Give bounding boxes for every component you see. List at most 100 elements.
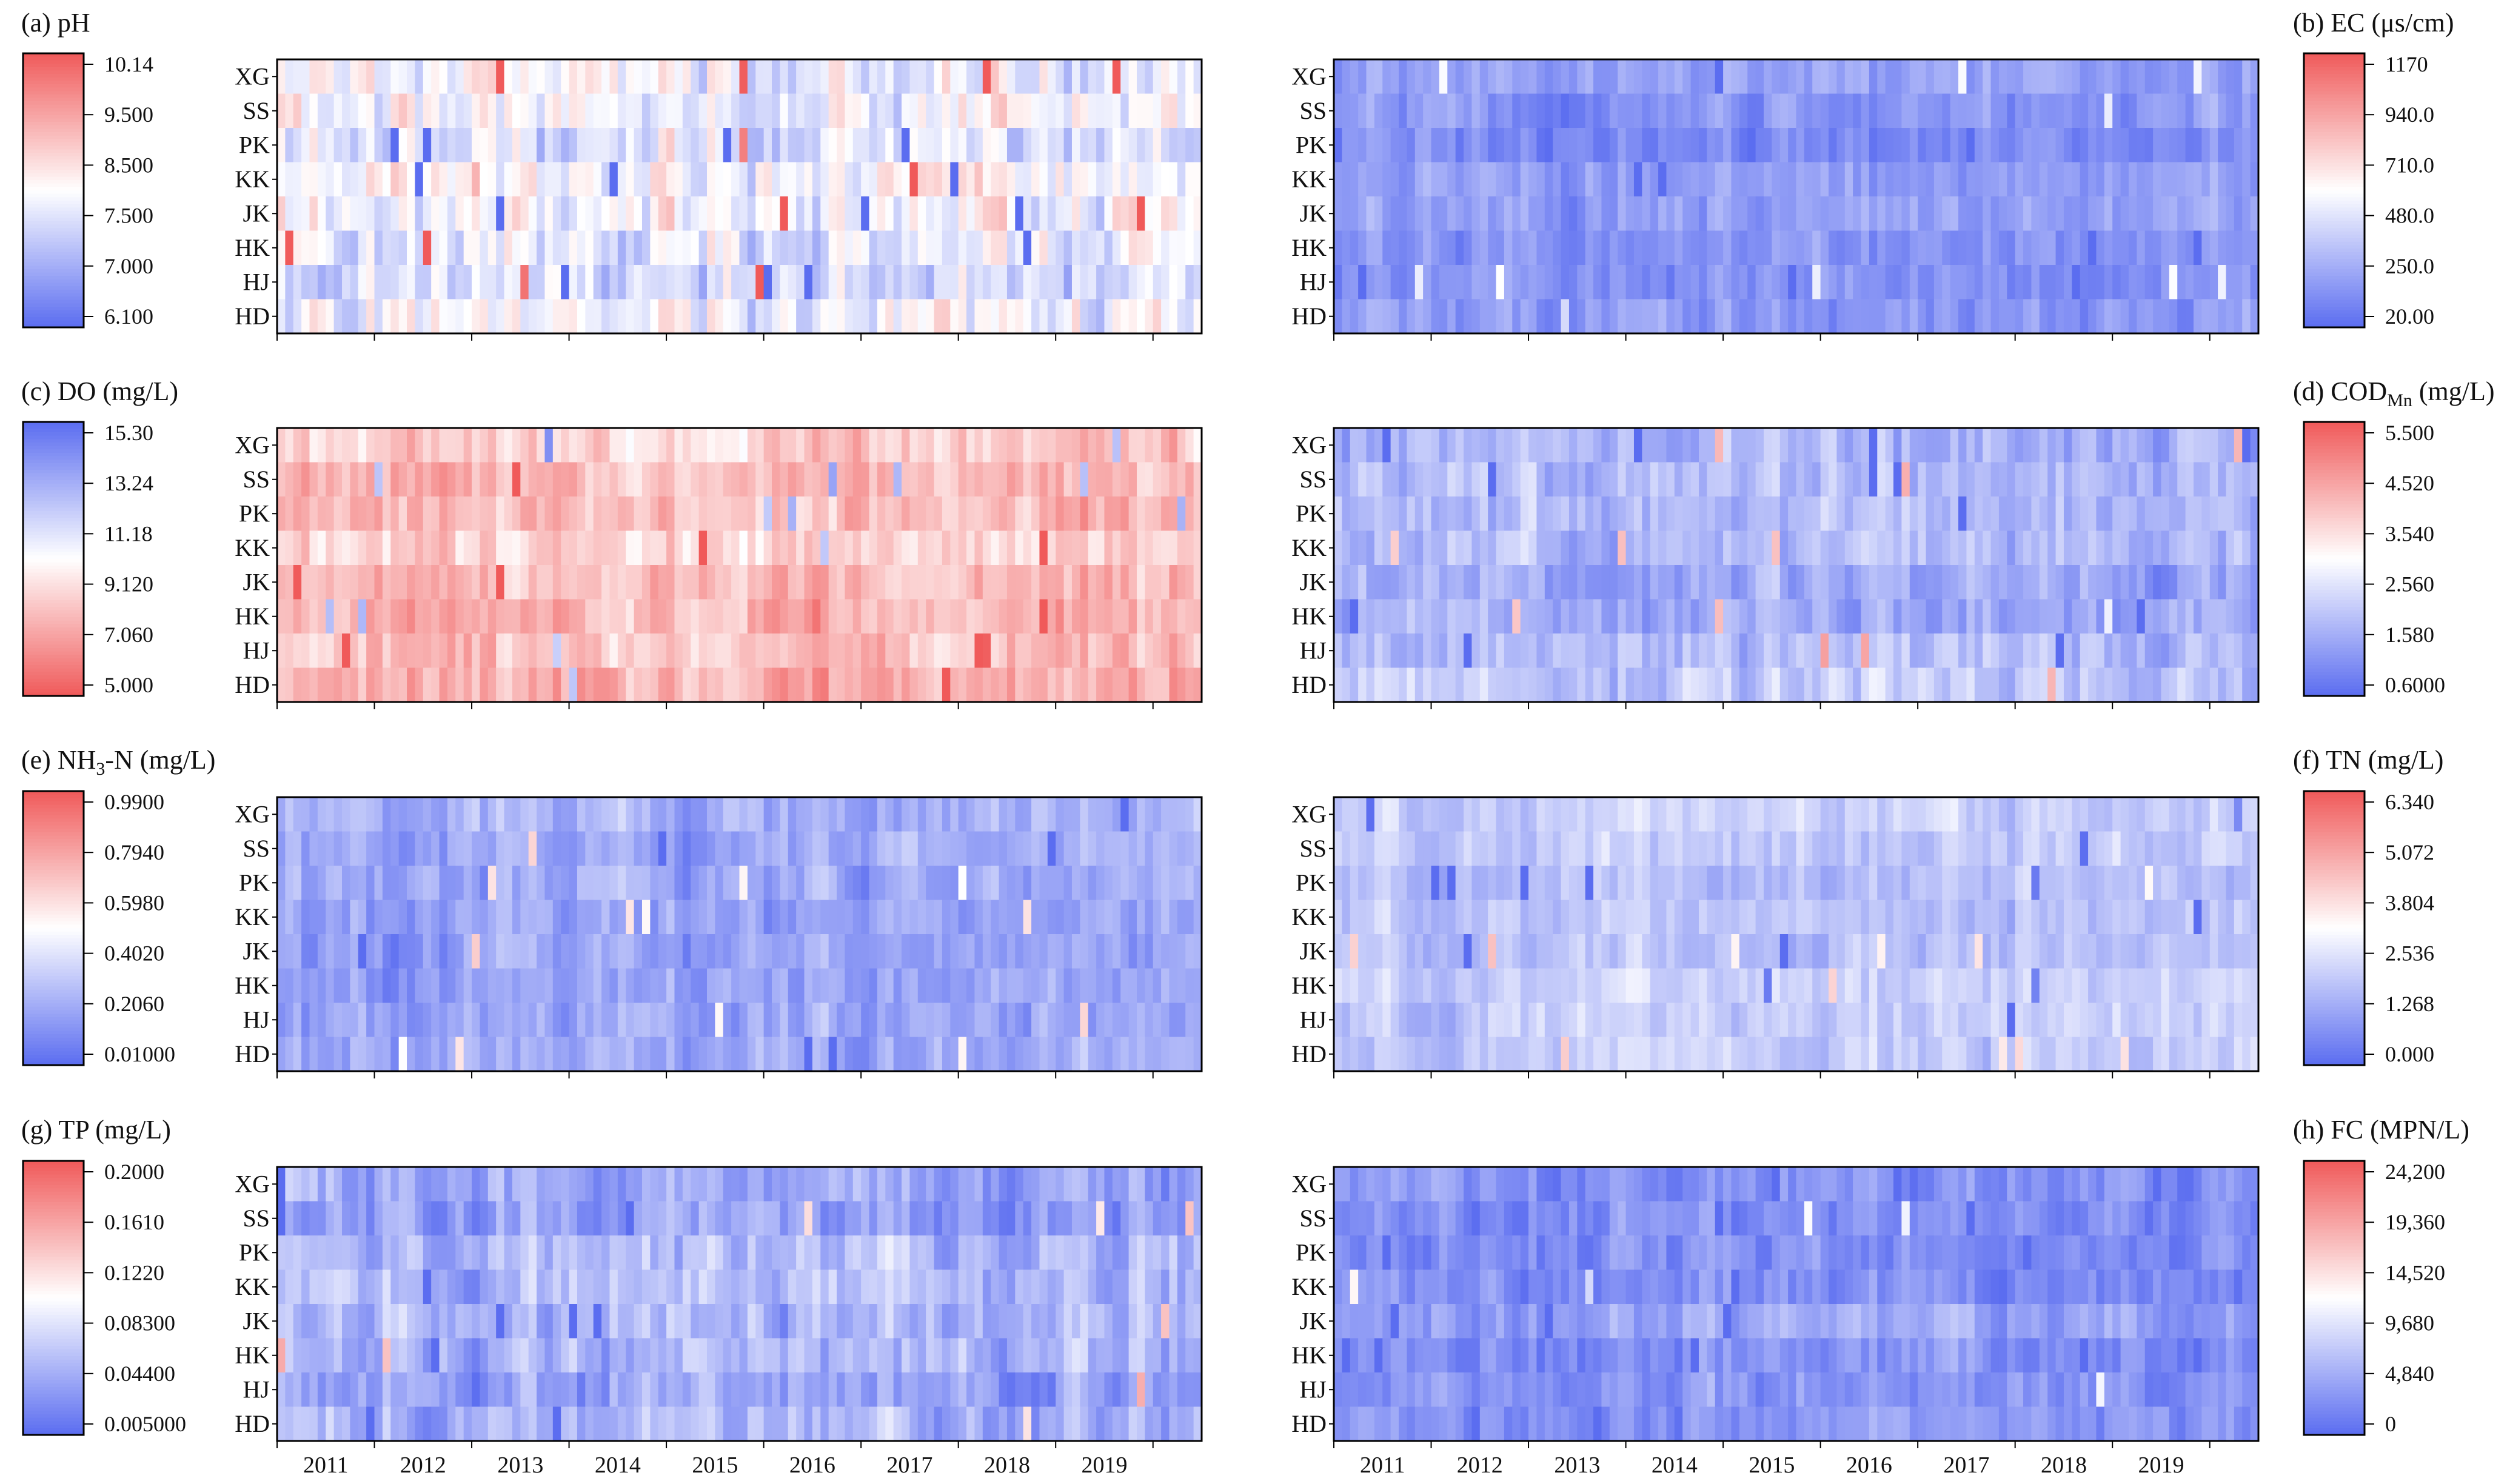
- heatmap-cell: [926, 831, 935, 866]
- heatmap-cell: [682, 530, 691, 566]
- heatmap-cell: [431, 900, 440, 935]
- heatmap-cell: [561, 565, 570, 600]
- heatmap-cell: [804, 530, 813, 566]
- colorbar-swatch: [23, 310, 84, 315]
- heatmap-cell: [439, 866, 448, 901]
- heatmap-cell: [1869, 530, 1878, 566]
- heatmap-cell: [447, 462, 456, 497]
- heatmap-cell: [917, 496, 926, 532]
- heatmap-cell: [1479, 59, 1488, 95]
- heatmap-cell: [861, 230, 870, 266]
- heatmap-cell: [1120, 968, 1130, 1003]
- colorbar-swatch: [2304, 307, 2365, 311]
- heatmap-cell: [512, 934, 521, 969]
- heatmap-cell: [902, 565, 911, 600]
- colorbar-swatch: [23, 70, 84, 75]
- heatmap-cell: [626, 667, 635, 703]
- heatmap-cell: [650, 230, 659, 266]
- heatmap-cell: [650, 162, 659, 197]
- heatmap-cell: [1374, 162, 1383, 197]
- heatmap-cell: [2226, 230, 2235, 266]
- heatmap-cell: [1161, 462, 1170, 497]
- heatmap-cell: [1633, 196, 1643, 232]
- heatmap-cell: [902, 866, 911, 901]
- heatmap-cell: [893, 934, 902, 969]
- heatmap-cell: [763, 162, 772, 197]
- heatmap-cell: [1407, 530, 1416, 566]
- heatmap-cell: [1382, 530, 1391, 566]
- heatmap-cell: [1161, 831, 1170, 866]
- heatmap-cell: [1536, 59, 1545, 95]
- heatmap-cell: [1407, 599, 1416, 634]
- heatmap-cell: [1618, 667, 1627, 703]
- heatmap-cell: [2063, 633, 2073, 669]
- heatmap-cell: [552, 496, 561, 532]
- heatmap-cell: [1829, 265, 1838, 300]
- heatmap-cell: [2153, 667, 2162, 703]
- heatmap-cell: [788, 59, 797, 95]
- heatmap-cell: [2128, 196, 2138, 232]
- heatmap-cell: [1358, 128, 1367, 163]
- heatmap-cell: [796, 934, 805, 969]
- heatmap-cell: [885, 462, 894, 497]
- heatmap-cell: [958, 299, 967, 334]
- heatmap-cell: [569, 59, 578, 95]
- heatmap-cell: [974, 934, 983, 969]
- heatmap-cell: [902, 299, 911, 334]
- heatmap-cell: [569, 565, 578, 600]
- heatmap-cell: [1153, 968, 1162, 1003]
- heatmap-cell: [617, 530, 626, 566]
- colorbar-swatch: [23, 545, 84, 549]
- heatmap-cell: [772, 428, 781, 463]
- heatmap-cell: [1407, 299, 1416, 334]
- heatmap-cell: [2250, 633, 2259, 669]
- heatmap-cell: [2218, 93, 2227, 129]
- heatmap-cell: [1414, 599, 1424, 634]
- heatmap-cell: [1958, 667, 1967, 703]
- heatmap-cell: [2007, 462, 2016, 497]
- heatmap-cell: [609, 496, 618, 532]
- heatmap-cell: [1739, 633, 1748, 669]
- heatmap-cell: [1707, 633, 1716, 669]
- heatmap-cell: [715, 93, 724, 129]
- heatmap-cell: [447, 530, 456, 566]
- heatmap-cell: [2242, 565, 2251, 600]
- row-label: HK: [1291, 603, 1327, 630]
- heatmap-cell: [512, 299, 521, 334]
- heatmap-cell: [617, 934, 626, 969]
- heatmap-cell: [974, 565, 983, 600]
- colorbar-swatch: [23, 507, 84, 512]
- heatmap-cell: [569, 196, 578, 232]
- heatmap-cell: [431, 1003, 440, 1038]
- heatmap-cell: [1161, 866, 1170, 901]
- heatmap-cell: [1796, 565, 1805, 600]
- heatmap-cell: [552, 866, 561, 901]
- heatmap-cell: [877, 934, 886, 969]
- heatmap-cell: [837, 530, 846, 566]
- heatmap-cell: [2104, 565, 2113, 600]
- heatmap-cell: [1918, 196, 1927, 232]
- heatmap-cell: [1334, 530, 1343, 566]
- heatmap-cell: [1682, 59, 1692, 95]
- heatmap-cell: [1601, 462, 1610, 497]
- heatmap-cell: [804, 831, 813, 866]
- heatmap-cell: [2234, 530, 2243, 566]
- heatmap-cell: [1185, 59, 1194, 95]
- colorbar-swatch: [23, 535, 84, 539]
- heatmap-cell: [301, 196, 310, 232]
- heatmap-cell: [634, 797, 643, 832]
- colorbar-swatch: [2304, 665, 2365, 669]
- heatmap-cell: [1618, 633, 1627, 669]
- heatmap-cell: [1145, 866, 1154, 901]
- heatmap-cell: [1901, 230, 1910, 266]
- heatmap-cell: [2201, 565, 2211, 600]
- heatmap-cell: [788, 93, 797, 129]
- colorbar-swatch: [2304, 269, 2365, 273]
- heatmap-cell: [1136, 633, 1146, 669]
- heatmap-cell: [2177, 633, 2186, 669]
- heatmap-cell: [1334, 93, 1343, 129]
- heatmap-cell: [1568, 530, 1578, 566]
- heatmap-cell: [504, 162, 513, 197]
- row-label: HJ: [1300, 268, 1327, 295]
- heatmap-cell: [382, 462, 391, 497]
